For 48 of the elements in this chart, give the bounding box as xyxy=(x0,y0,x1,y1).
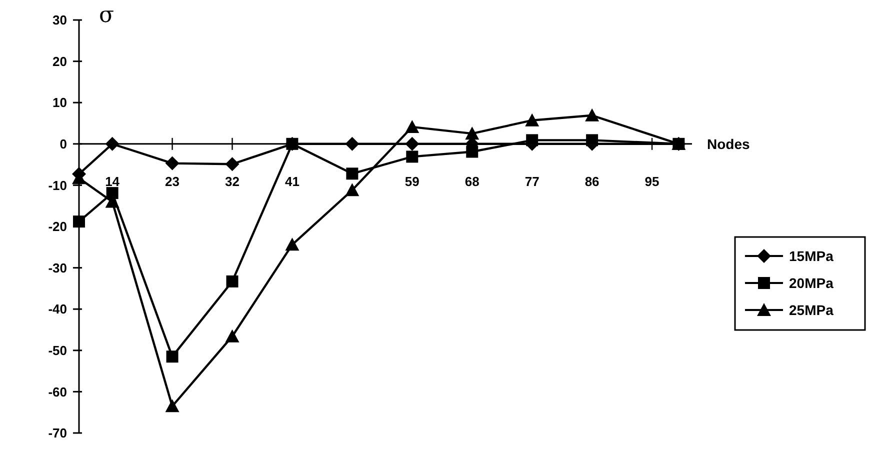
point xyxy=(226,275,238,288)
point xyxy=(465,126,480,140)
point xyxy=(225,329,240,342)
x-tick-label: 14 xyxy=(105,174,120,189)
y-tick-label: -20 xyxy=(48,219,67,234)
y-tick-label: 20 xyxy=(52,54,67,69)
point xyxy=(405,120,420,133)
x-tick-label: 32 xyxy=(225,174,240,189)
y-tick-label: -50 xyxy=(48,342,67,358)
point xyxy=(165,399,180,412)
point xyxy=(106,187,118,200)
point xyxy=(345,183,360,196)
y-tick-label: -10 xyxy=(48,178,67,193)
x-tick-label: 59 xyxy=(404,174,420,189)
legend-label: 20MPa xyxy=(789,274,834,291)
x-tick-label: 41 xyxy=(284,174,300,189)
point xyxy=(346,168,358,180)
y-tick-label: 30 xyxy=(52,12,67,28)
legend-label: 15MPa xyxy=(789,248,834,264)
point xyxy=(406,150,418,163)
point xyxy=(165,156,180,170)
legend-label: 25MPa xyxy=(789,302,834,318)
point xyxy=(586,134,598,146)
point xyxy=(286,138,298,150)
x-tick-label: 68 xyxy=(464,174,480,189)
y-tick-label: -30 xyxy=(48,260,67,276)
point xyxy=(466,146,478,158)
point xyxy=(405,136,420,151)
y-tick-label: 10 xyxy=(52,95,67,110)
y-tick-label: -60 xyxy=(48,384,67,400)
point xyxy=(166,350,178,363)
y-tick-label: -40 xyxy=(48,302,67,317)
x-tick-label: 86 xyxy=(584,174,600,189)
point xyxy=(73,216,85,228)
point xyxy=(285,238,300,251)
point xyxy=(225,157,240,172)
point xyxy=(585,108,600,122)
x-axis-title: Nodes xyxy=(707,136,750,152)
y-tick-label: 0 xyxy=(60,136,67,152)
point xyxy=(525,113,540,126)
y-axis-title: σ xyxy=(99,3,114,28)
x-tick-label: 23 xyxy=(165,174,180,189)
x-tick-label: 77 xyxy=(524,174,540,189)
point xyxy=(345,136,360,151)
x-tick-label: 95 xyxy=(644,174,660,189)
point xyxy=(526,134,538,146)
y-tick-label: -70 xyxy=(48,426,67,441)
point xyxy=(105,136,120,151)
